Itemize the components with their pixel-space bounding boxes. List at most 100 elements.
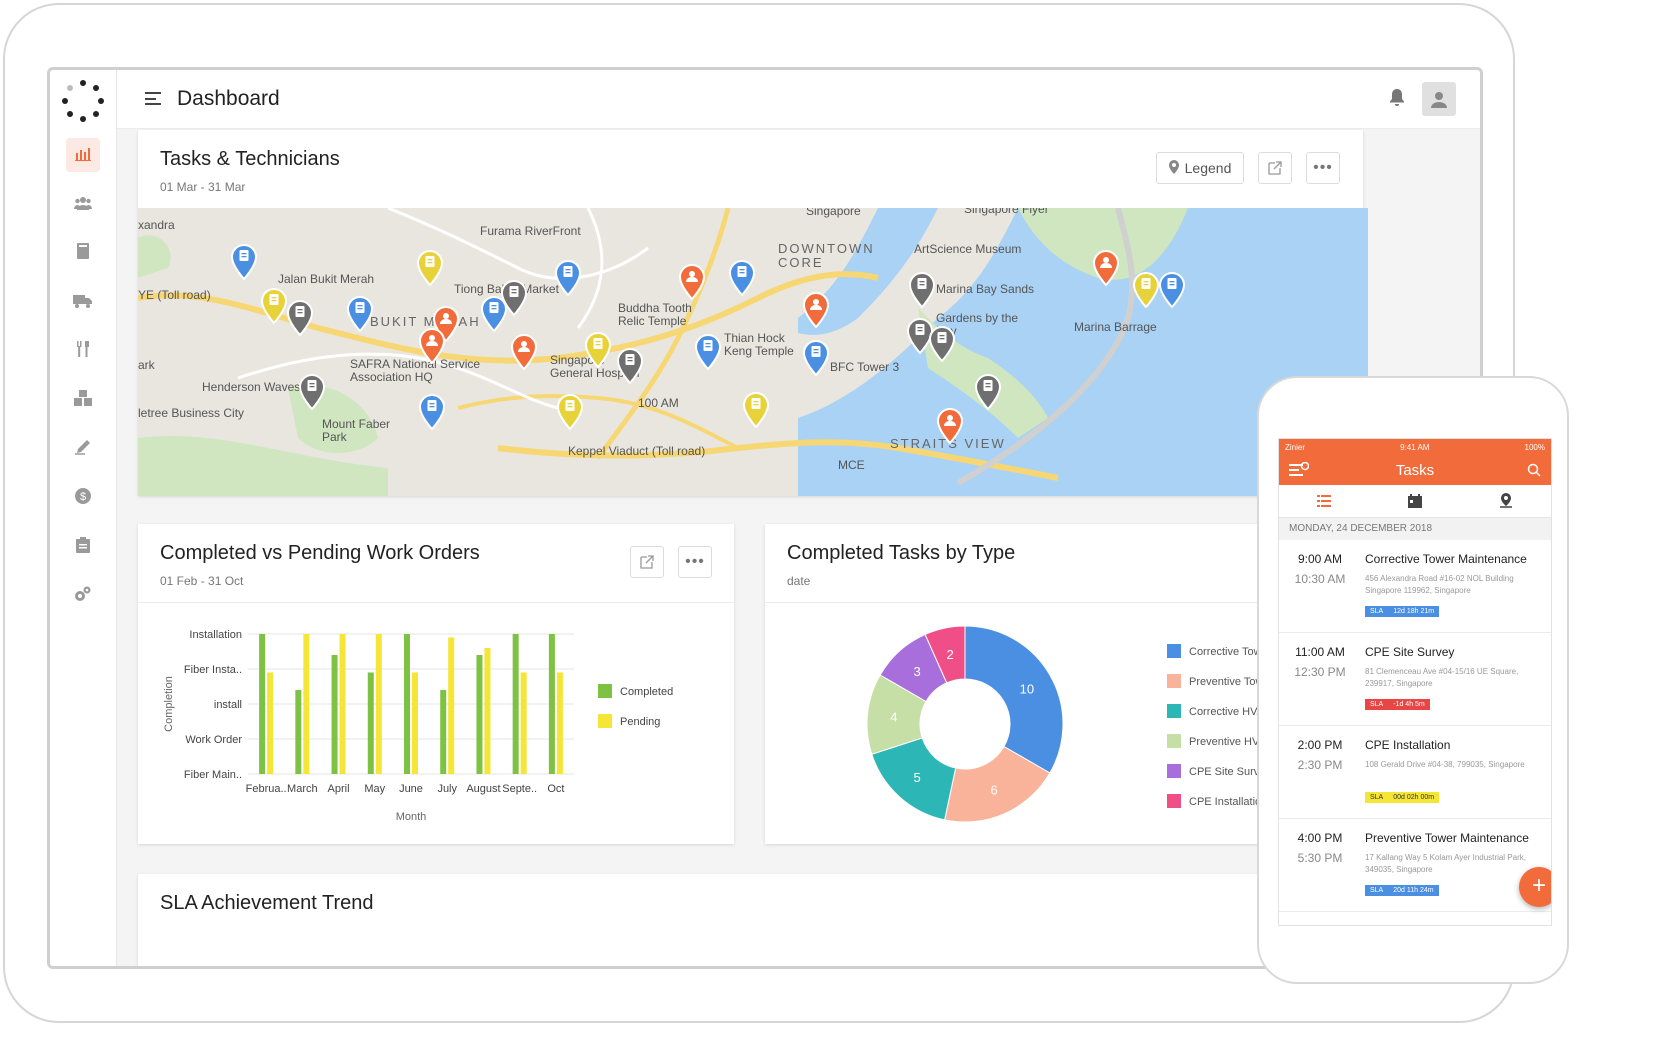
task-pin-icon[interactable] bbox=[908, 272, 936, 309]
menu-icon[interactable] bbox=[145, 92, 161, 105]
boxes-icon bbox=[74, 389, 92, 411]
map-label: Singapore General Hospital bbox=[550, 353, 640, 380]
tab-list[interactable] bbox=[1279, 485, 1370, 517]
technician-pin-icon[interactable] bbox=[678, 264, 706, 301]
more-options-button[interactable]: ••• bbox=[1306, 152, 1340, 184]
external-link-icon bbox=[1268, 161, 1282, 175]
map[interactable]: xandra Furama RiverFront Singapore Singapor… bbox=[138, 208, 1368, 496]
legend-swatch bbox=[598, 684, 612, 698]
task-item[interactable]: 4:00 PM 5:30 PM Preventive Tower Maintenan… bbox=[1279, 819, 1551, 912]
legend-button[interactable]: Legend bbox=[1156, 152, 1244, 184]
task-item[interactable]: 9:00 AM 10:30 AM Corrective Tower Maintena… bbox=[1279, 540, 1551, 633]
sidebar-item-boxes[interactable] bbox=[66, 383, 100, 417]
task-pin-icon[interactable] bbox=[616, 348, 644, 385]
map-label: Marina Barrage bbox=[1074, 320, 1157, 334]
x-tick-label: April bbox=[328, 783, 350, 795]
sla-value: 12d 18h 21m bbox=[1393, 608, 1435, 615]
card-title: Completed Tasks by Type bbox=[787, 542, 1016, 564]
bar-completed bbox=[440, 690, 447, 774]
bar-pending bbox=[303, 634, 310, 774]
map-pin-icon bbox=[1168, 159, 1179, 177]
sidebar-item-tools[interactable] bbox=[66, 334, 100, 368]
task-pin-icon[interactable] bbox=[260, 288, 288, 325]
svg-text:$: $ bbox=[80, 491, 86, 503]
task-pin-icon[interactable] bbox=[480, 296, 508, 333]
sidebar-item-book[interactable] bbox=[66, 236, 100, 270]
task-pin-icon[interactable] bbox=[802, 340, 830, 377]
divider bbox=[765, 602, 1363, 603]
avatar[interactable] bbox=[1422, 82, 1456, 116]
technician-pin-icon[interactable] bbox=[936, 408, 964, 445]
task-pin-icon[interactable] bbox=[584, 332, 612, 369]
sidebar-item-users[interactable] bbox=[66, 187, 100, 221]
map-label: Mount Faber Park bbox=[322, 417, 391, 444]
task-pin-icon[interactable] bbox=[346, 296, 374, 333]
sidebar-item-clipboard[interactable] bbox=[66, 530, 100, 564]
task-pin-icon[interactable] bbox=[694, 334, 722, 371]
task-address: 81 Clemenceau Ave #04-15/16 UE Square, 2… bbox=[1365, 667, 1519, 688]
slice-value-label: 10 bbox=[1020, 681, 1034, 696]
more-options-button[interactable]: ••• bbox=[678, 546, 712, 578]
task-pin-icon[interactable] bbox=[1132, 272, 1160, 309]
task-pin-icon[interactable] bbox=[554, 260, 582, 297]
map-label: letree Business City bbox=[138, 406, 245, 420]
sla-value: 00d 02h 00m bbox=[1393, 794, 1435, 801]
dollar-icon: $ bbox=[75, 487, 91, 509]
task-pin-icon[interactable] bbox=[418, 394, 446, 431]
map-label: Singapore Flyer bbox=[964, 208, 1049, 216]
map-label: Furama RiverFront bbox=[480, 224, 581, 238]
legend-swatch bbox=[1167, 794, 1181, 808]
task-pin-icon[interactable] bbox=[742, 392, 770, 429]
map-label: BUKIT MERAH bbox=[370, 314, 481, 329]
sidebar-item-bar-chart[interactable] bbox=[66, 138, 100, 172]
task-pin-icon[interactable] bbox=[928, 326, 956, 363]
calendar-icon bbox=[1408, 494, 1422, 508]
search-icon[interactable] bbox=[1527, 463, 1541, 482]
sidebar-item-truck[interactable] bbox=[66, 285, 100, 319]
map-label: MCE bbox=[838, 458, 865, 472]
bar-completed bbox=[367, 672, 374, 774]
task-title: CPE Site Survey bbox=[1365, 645, 1455, 659]
task-pin-icon[interactable] bbox=[728, 260, 756, 297]
technician-pin-icon[interactable] bbox=[1092, 250, 1120, 287]
technician-pin-icon[interactable] bbox=[418, 328, 446, 365]
status-bar: Zinier 9:41 AM 100% bbox=[1279, 439, 1551, 455]
task-pin-icon[interactable] bbox=[556, 394, 584, 431]
task-pin-icon[interactable] bbox=[1158, 272, 1186, 309]
legend-swatch bbox=[1167, 704, 1181, 718]
sidebar-item-gears[interactable] bbox=[66, 579, 100, 613]
list-icon bbox=[1317, 495, 1332, 507]
task-pin-icon[interactable] bbox=[416, 250, 444, 287]
phone-tabs bbox=[1279, 485, 1551, 518]
task-pin-icon[interactable] bbox=[298, 374, 326, 411]
phone-header: Tasks bbox=[1279, 455, 1551, 485]
task-item[interactable]: 11:00 AM 12:30 PM CPE Site Survey 81 Clemen… bbox=[1279, 633, 1551, 726]
x-tick-label: June bbox=[399, 783, 423, 795]
sidebar: $ bbox=[50, 70, 117, 966]
task-pin-icon[interactable] bbox=[286, 300, 314, 337]
sidebar-item-dollar[interactable]: $ bbox=[66, 481, 100, 515]
task-pin-icon[interactable] bbox=[906, 318, 934, 355]
sidebar-nav: $ bbox=[50, 138, 116, 613]
task-pin-icon[interactable] bbox=[230, 244, 258, 281]
tab-map[interactable] bbox=[1460, 485, 1551, 517]
app-logo[interactable] bbox=[60, 78, 106, 124]
technician-pin-icon[interactable] bbox=[510, 334, 538, 371]
expand-button[interactable] bbox=[1258, 152, 1292, 184]
add-task-button[interactable]: + bbox=[1519, 867, 1551, 907]
tab-calendar[interactable] bbox=[1370, 485, 1461, 517]
donut-slice bbox=[924, 625, 966, 684]
task-pin-icon[interactable] bbox=[974, 374, 1002, 411]
task-address: 17 Kallang Way 5 Kolam Ayer Industrial P… bbox=[1365, 853, 1526, 874]
bell-icon[interactable] bbox=[1388, 88, 1408, 110]
sidebar-item-pen[interactable] bbox=[66, 432, 100, 466]
task-start-time: 9:00 AM bbox=[1297, 552, 1343, 566]
expand-button[interactable] bbox=[630, 546, 664, 578]
task-item[interactable]: 2:00 PM 2:30 PM CPE Installation 108 Gerald… bbox=[1279, 726, 1551, 819]
technician-pin-icon[interactable] bbox=[802, 292, 830, 329]
slice-value-label: 3 bbox=[914, 664, 921, 679]
bar-completed bbox=[512, 634, 519, 774]
sla-label: SLA bbox=[1370, 608, 1384, 615]
book-icon bbox=[76, 242, 90, 264]
menu-icon[interactable] bbox=[1289, 461, 1310, 478]
